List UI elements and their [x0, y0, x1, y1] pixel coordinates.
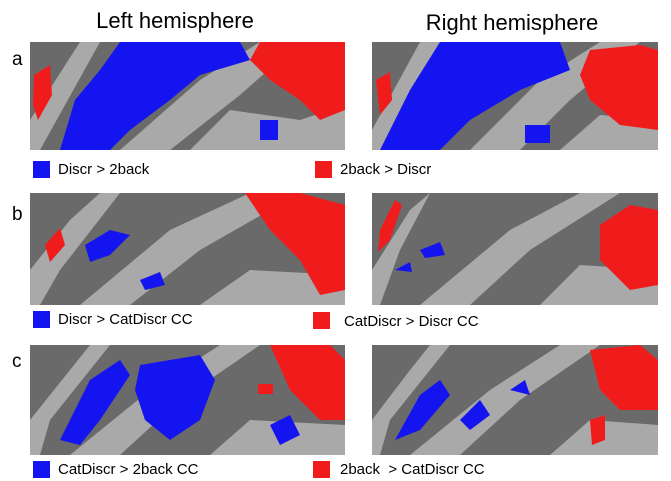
legend-swatch — [33, 161, 50, 178]
figure: Left hemisphere Right hemisphere a b c — [0, 0, 671, 481]
brain-map — [372, 193, 658, 305]
legend-label: CatDiscr > 2back CC — [58, 461, 199, 478]
row-label: c — [12, 351, 22, 372]
legend-swatch — [313, 461, 330, 478]
brain-map — [372, 345, 658, 455]
legend-swatch — [313, 312, 330, 329]
legend-label: Discr > 2back — [58, 161, 150, 178]
legend-swatch — [33, 461, 50, 478]
legend-swatch — [315, 161, 332, 178]
legend-swatch — [33, 311, 50, 328]
column-header: Right hemisphere — [426, 10, 598, 35]
row-label: b — [12, 204, 23, 225]
legend-label: 2back > Discr — [340, 161, 431, 178]
row-label: a — [12, 49, 23, 70]
brain-map — [30, 42, 345, 150]
legend-label: CatDiscr > Discr CC — [344, 313, 479, 330]
brain-map — [372, 42, 658, 150]
brain-map — [30, 193, 345, 305]
legend-label: 2back > CatDiscr CC — [340, 461, 485, 478]
column-header: Left hemisphere — [96, 8, 254, 33]
brain-map — [30, 345, 345, 455]
legend-label: Discr > CatDiscr CC — [58, 311, 193, 328]
